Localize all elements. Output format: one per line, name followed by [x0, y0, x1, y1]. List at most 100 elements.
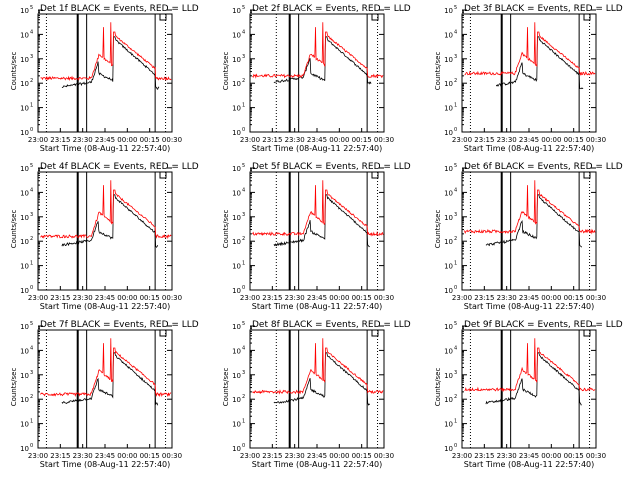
y-tick-exponent: 0 — [242, 285, 245, 291]
x-tick-label: 23:45 — [519, 452, 539, 460]
y-tick-exponent: 0 — [242, 443, 245, 449]
y-tick-label: 10 — [232, 372, 241, 380]
x-tick-label: 00:00 — [117, 452, 137, 460]
y-tick-exponent: 2 — [242, 78, 245, 84]
x-tick-label: 23:45 — [95, 136, 115, 144]
y-tick-label: 10 — [20, 105, 29, 113]
events-series-line — [495, 36, 584, 90]
y-tick-label: 10 — [232, 214, 241, 222]
panel-title: Det 6f BLACK = Events, RED = LLD — [464, 162, 623, 172]
y-axis-label: Counts/sec — [434, 210, 442, 249]
y-axis-label: Counts/sec — [434, 52, 442, 91]
y-tick-exponent: 0 — [454, 285, 457, 291]
y-tick-exponent: 4 — [454, 187, 457, 193]
y-tick-label: 10 — [444, 214, 453, 222]
panel-title: Det 8f BLACK = Events, RED = LLD — [252, 320, 411, 330]
y-tick-label: 10 — [232, 396, 241, 404]
plot-frame — [249, 329, 385, 449]
lld-series-line — [40, 22, 172, 81]
x-axis-label: Start Time (08-Aug-11 22:57:40) — [252, 302, 383, 311]
lld-series-line — [464, 338, 596, 392]
x-tick-label: 00:30 — [586, 452, 606, 460]
x-tick-label: 23:15 — [50, 452, 70, 460]
legend-box — [159, 329, 167, 337]
x-tick-label: 23:15 — [50, 136, 70, 144]
panel-title: Det 9f BLACK = Events, RED = LLD — [464, 320, 623, 330]
y-tick-label: 10 — [20, 323, 29, 331]
x-tick-label: 23:00 — [28, 136, 48, 144]
y-tick-label: 10 — [232, 105, 241, 113]
panel-title: Det 4f BLACK = Events, RED = LLD — [40, 162, 199, 172]
y-tick-exponent: 3 — [242, 54, 245, 60]
y-tick-exponent: 3 — [454, 370, 457, 376]
panel-title: Det 2f BLACK = Events, RED = LLD — [252, 4, 411, 14]
y-tick-exponent: 2 — [454, 78, 457, 84]
x-tick-label: 23:00 — [240, 136, 260, 144]
x-tick-label: 23:45 — [519, 294, 539, 302]
y-tick-label: 10 — [20, 347, 29, 355]
x-tick-label: 23:45 — [95, 452, 115, 460]
y-tick-label: 10 — [444, 165, 453, 173]
y-tick-exponent: 5 — [242, 5, 245, 11]
y-tick-label: 10 — [20, 7, 29, 15]
x-tick-label: 23:30 — [285, 294, 305, 302]
y-tick-exponent: 0 — [454, 443, 457, 449]
x-tick-label: 00:00 — [329, 136, 349, 144]
y-tick-exponent: 4 — [242, 29, 245, 35]
y-tick-label: 10 — [444, 189, 453, 197]
y-tick-label: 10 — [444, 445, 453, 453]
x-axis-label: Start Time (08-Aug-11 22:57:40) — [252, 144, 383, 153]
legend-box — [583, 171, 591, 179]
x-tick-label: 23:30 — [497, 136, 517, 144]
y-tick-exponent: 1 — [242, 261, 245, 267]
x-tick-label: 23:15 — [262, 136, 282, 144]
x-tick-label: 23:15 — [474, 136, 494, 144]
y-tick-label: 10 — [20, 129, 29, 137]
y-tick-exponent: 5 — [30, 163, 33, 169]
y-tick-label: 10 — [444, 31, 453, 39]
y-tick-label: 10 — [20, 80, 29, 88]
y-axis-label: Counts/sec — [222, 210, 230, 249]
plot-frame — [249, 171, 385, 291]
y-tick-exponent: 1 — [454, 419, 457, 425]
y-tick-label: 10 — [232, 56, 241, 64]
y-tick-exponent: 0 — [30, 285, 33, 291]
y-tick-exponent: 1 — [30, 419, 33, 425]
y-tick-exponent: 0 — [30, 443, 33, 449]
y-tick-label: 10 — [232, 7, 241, 15]
y-tick-label: 10 — [444, 56, 453, 64]
y-tick-label: 10 — [444, 287, 453, 295]
legend-box — [583, 329, 591, 337]
lld-series-line — [464, 22, 596, 76]
y-tick-exponent: 0 — [30, 127, 33, 133]
y-tick-label: 10 — [232, 238, 241, 246]
x-tick-label: 00:00 — [541, 294, 561, 302]
events-series-line — [61, 194, 159, 248]
x-tick-label: 00:15 — [352, 136, 372, 144]
x-tick-label: 00:00 — [541, 136, 561, 144]
y-tick-label: 10 — [232, 129, 241, 137]
x-tick-label: 23:45 — [95, 294, 115, 302]
y-tick-exponent: 5 — [30, 5, 33, 11]
y-tick-label: 10 — [444, 347, 453, 355]
y-tick-label: 10 — [20, 421, 29, 429]
x-tick-label: 00:15 — [352, 294, 372, 302]
lld-series-line — [464, 180, 596, 235]
x-axis-label: Start Time (08-Aug-11 22:57:40) — [464, 302, 595, 311]
y-tick-label: 10 — [20, 214, 29, 222]
y-tick-exponent: 3 — [242, 370, 245, 376]
y-tick-label: 10 — [232, 347, 241, 355]
y-tick-exponent: 1 — [242, 103, 245, 109]
plot-frame — [461, 13, 597, 133]
x-tick-label: 23:00 — [452, 136, 472, 144]
x-tick-label: 23:30 — [497, 452, 517, 460]
y-axis-label: Counts/sec — [10, 368, 18, 407]
y-tick-exponent: 1 — [30, 103, 33, 109]
y-tick-label: 10 — [20, 165, 29, 173]
legend-box — [371, 171, 379, 179]
y-tick-label: 10 — [20, 263, 29, 271]
panel-title: Det 1f BLACK = Events, RED = LLD — [40, 4, 199, 14]
x-tick-label: 23:15 — [262, 294, 282, 302]
y-tick-exponent: 4 — [454, 29, 457, 35]
